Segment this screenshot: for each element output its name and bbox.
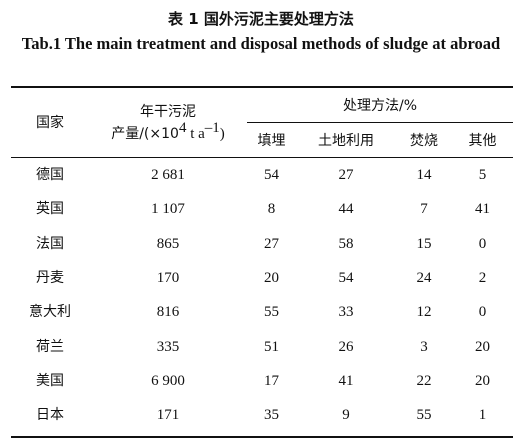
cell-production: 865	[156, 235, 180, 252]
header-production-line2: 产量/(×104 t a–1)	[89, 121, 247, 144]
header-land-use: 土地利用	[318, 133, 374, 149]
cell-country: 德国	[36, 167, 64, 183]
cell-land-use: 33	[338, 304, 354, 321]
header-production-suffix: )	[219, 126, 225, 142]
header-other: 其他	[468, 133, 497, 149]
cell-incineration: 3	[420, 338, 428, 355]
header-incineration: 焚烧	[410, 133, 438, 149]
cell-production: 6 900	[151, 372, 185, 389]
cell-other: 0	[478, 304, 487, 321]
cell-production: 171	[156, 407, 180, 424]
header-bottom-rule	[11, 157, 513, 158]
cell-other: 0	[478, 235, 487, 252]
cell-landfill: 8	[267, 201, 276, 218]
cell-country: 法国	[36, 235, 64, 252]
cell-land-use: 9	[342, 407, 350, 424]
cell-other: 5	[478, 167, 487, 183]
cell-landfill: 20	[264, 269, 279, 286]
cell-land-use: 41	[338, 372, 354, 389]
cell-incineration: 24	[416, 269, 432, 286]
header-country: 国家	[36, 115, 64, 131]
cell-country: 英国	[36, 201, 64, 218]
header-production-mid: t a	[186, 126, 205, 142]
cell-incineration: 12	[416, 304, 432, 321]
cell-country: 美国	[36, 372, 64, 389]
header-production-exp1: 4	[178, 120, 187, 137]
table-bottom-rule	[11, 436, 513, 438]
cell-land-use: 58	[338, 235, 354, 252]
cell-country: 丹麦	[36, 269, 64, 286]
cell-production: 1 107	[151, 201, 185, 218]
cell-incineration: 22	[416, 372, 432, 389]
header-production-exp2: –1	[204, 120, 220, 137]
cell-landfill: 35	[264, 407, 279, 424]
cell-landfill: 55	[264, 304, 279, 321]
cell-other: 20	[475, 338, 490, 355]
cell-country: 荷兰	[36, 338, 64, 355]
table-caption-english: Tab.1 The main treatment and disposal me…	[21, 34, 501, 53]
header-production-line1: 年干污泥	[140, 104, 196, 120]
cell-other: 1	[478, 407, 487, 424]
methods-group-rule	[247, 122, 513, 123]
cell-landfill: 27	[264, 235, 279, 252]
cell-landfill: 51	[264, 338, 279, 355]
cell-landfill: 17	[264, 372, 279, 389]
table-caption-chinese: 表 1 国外污泥主要处理方法	[168, 10, 354, 28]
cell-incineration: 15	[416, 235, 432, 252]
cell-production: 335	[156, 338, 180, 355]
header-methods-group: 处理方法/%	[342, 98, 418, 114]
cell-production: 2 681	[151, 167, 185, 183]
cell-production: 816	[156, 304, 180, 321]
cell-land-use: 44	[338, 201, 354, 218]
cell-other: 41	[475, 201, 490, 218]
cell-other: 20	[475, 372, 490, 389]
header-landfill: 填埋	[257, 133, 286, 149]
cell-incineration: 55	[416, 407, 432, 424]
cell-country: 日本	[36, 407, 64, 424]
cell-other: 2	[478, 269, 487, 286]
cell-land-use: 27	[338, 167, 354, 183]
cell-production: 170	[156, 269, 180, 286]
table-top-rule	[11, 86, 513, 88]
cell-incineration: 7	[420, 201, 428, 218]
cell-country: 意大利	[29, 304, 71, 321]
cell-land-use: 26	[338, 338, 354, 355]
cell-landfill: 54	[264, 167, 279, 183]
cell-land-use: 54	[338, 269, 354, 286]
cell-incineration: 14	[416, 167, 432, 183]
header-production-prefix: 产量/(×10	[111, 126, 179, 142]
